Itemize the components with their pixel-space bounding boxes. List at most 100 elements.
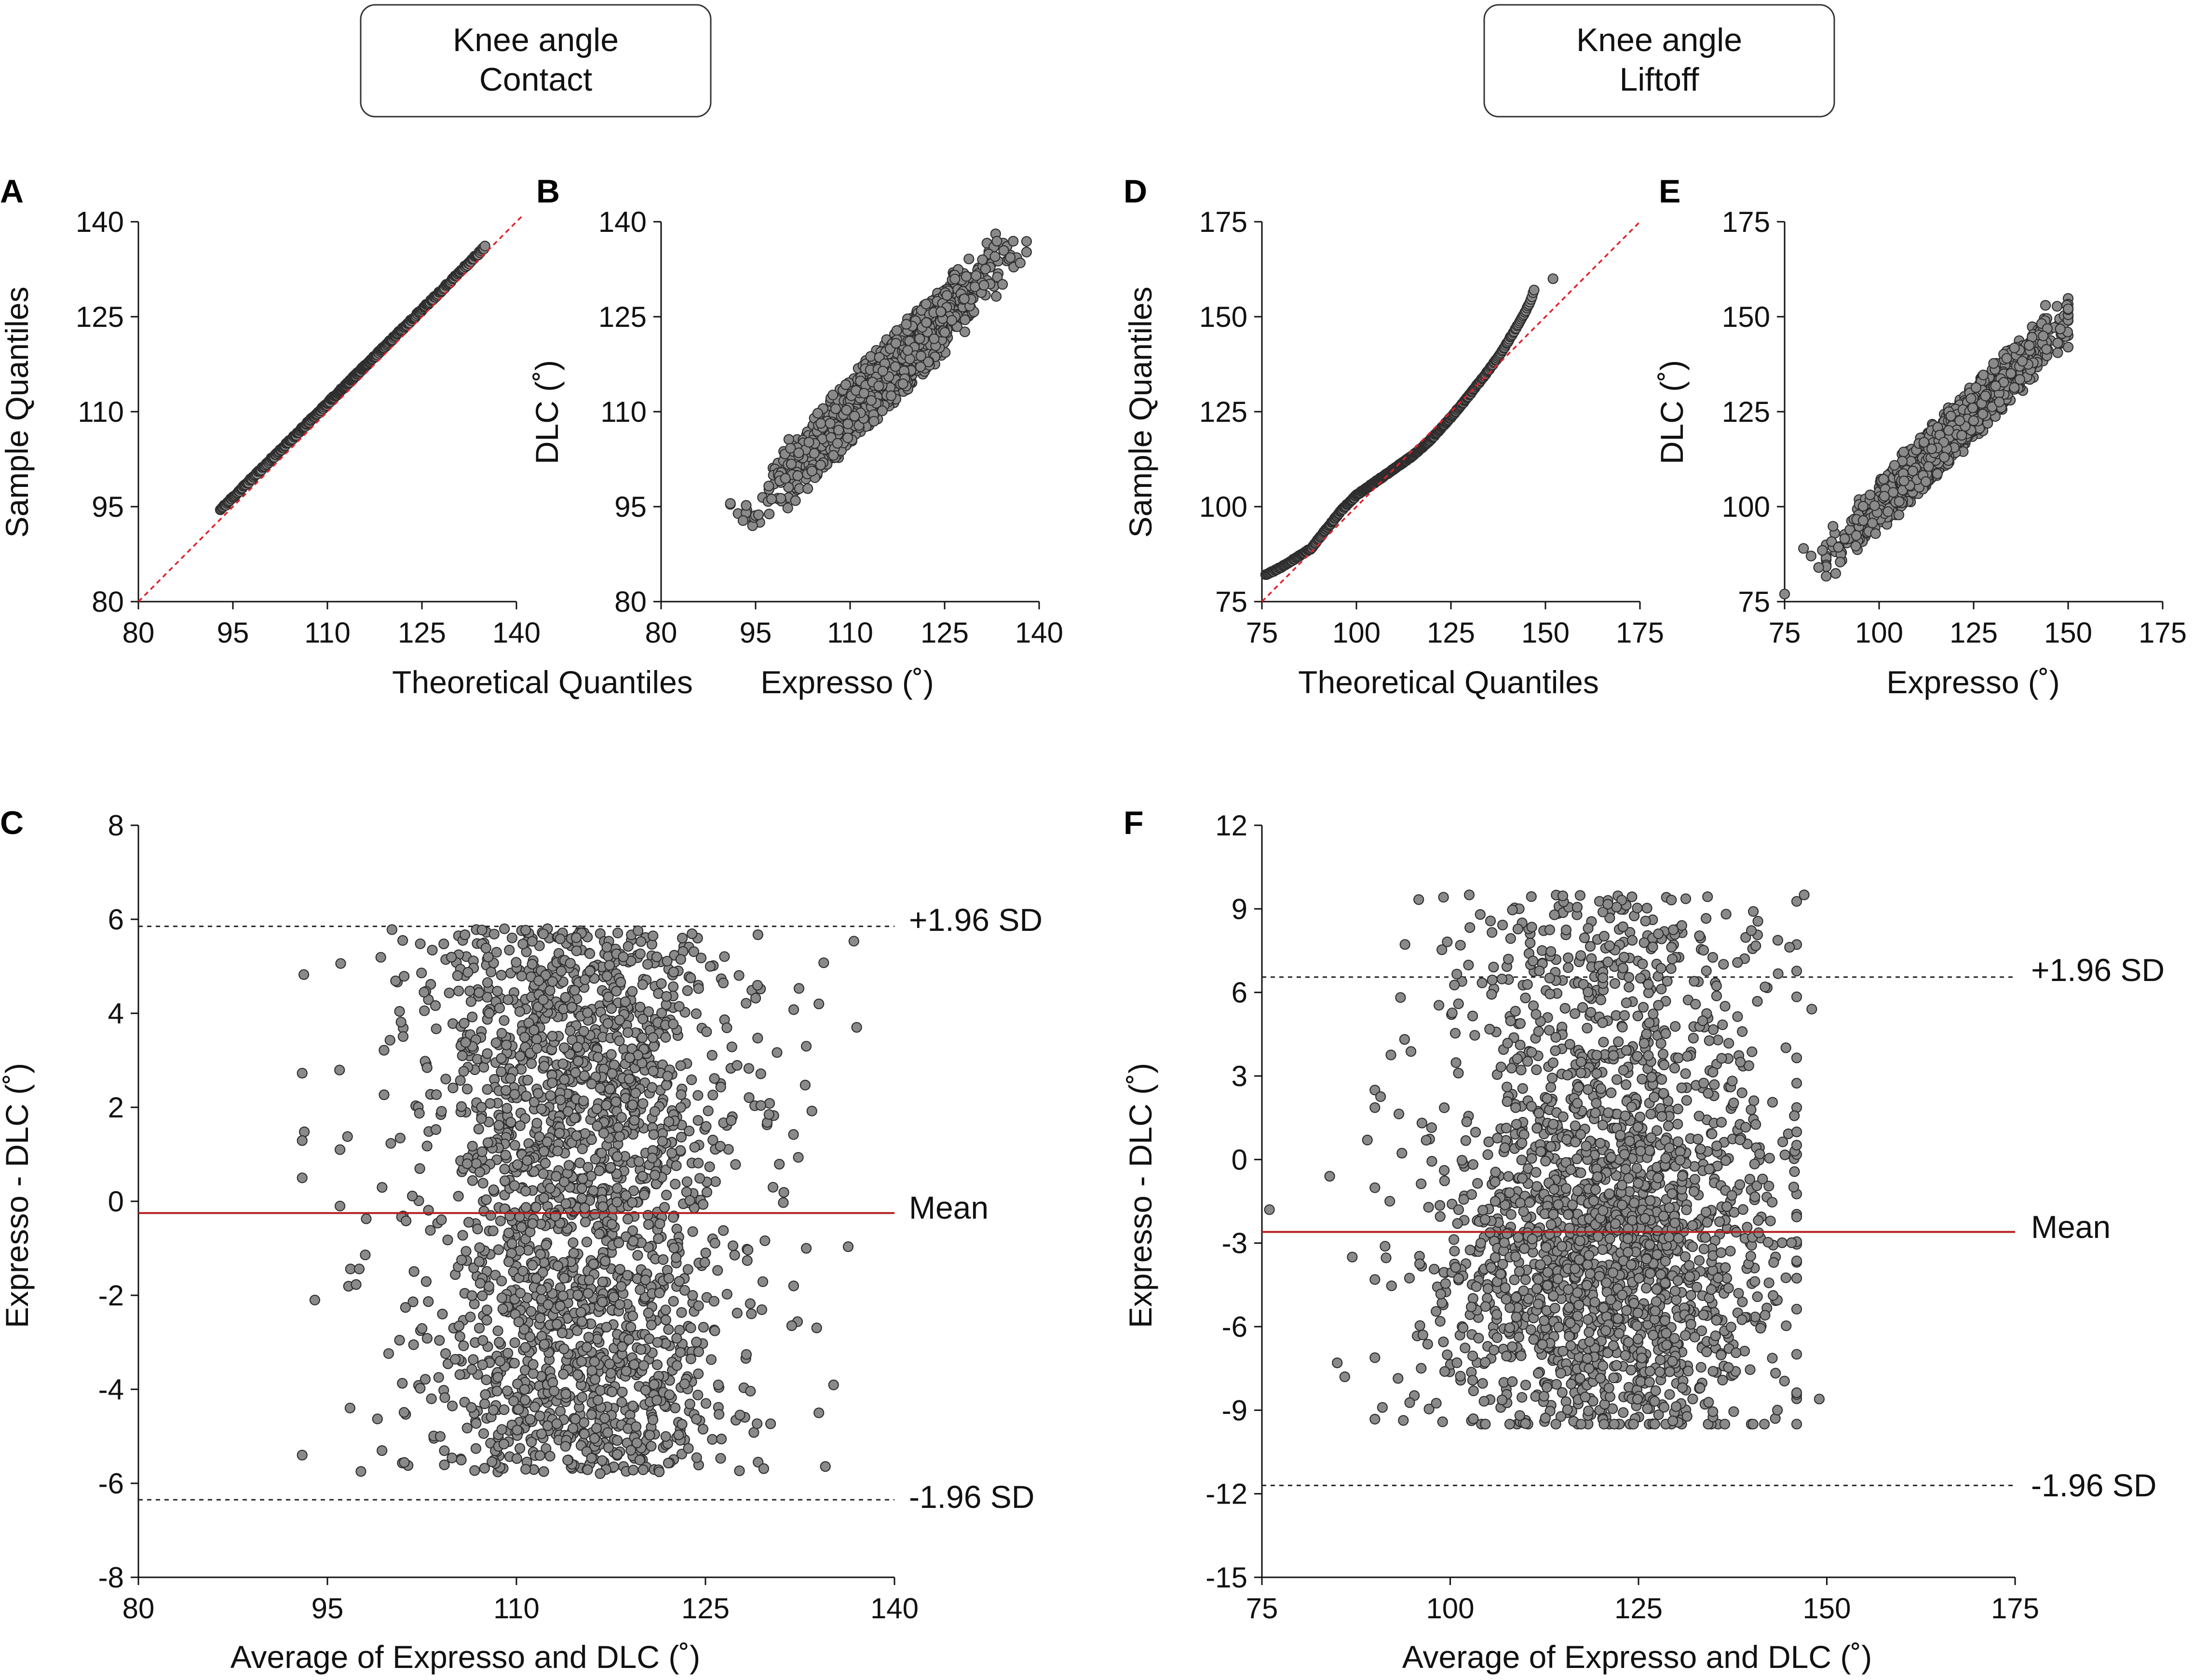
data-point — [501, 1040, 511, 1050]
data-point — [1530, 285, 1539, 295]
data-point — [623, 1028, 633, 1037]
data-point — [687, 929, 697, 939]
data-point — [522, 1156, 532, 1165]
data-point — [577, 1183, 587, 1193]
data-point — [529, 1025, 539, 1035]
data-point — [534, 976, 543, 985]
data-point — [495, 1003, 504, 1013]
data-point — [710, 1238, 720, 1248]
data-point — [744, 1063, 754, 1073]
data-point — [751, 994, 760, 1003]
data-point — [675, 1277, 684, 1286]
data-point — [664, 1458, 673, 1468]
data-point — [298, 1173, 307, 1183]
data-point — [719, 952, 729, 961]
data-point — [613, 1123, 623, 1132]
data-point — [510, 1181, 519, 1190]
data-point — [634, 1157, 644, 1167]
data-points-a — [216, 241, 490, 514]
data-point — [950, 274, 960, 284]
data-point — [687, 1075, 696, 1085]
data-point — [546, 1091, 555, 1101]
data-point — [668, 1019, 678, 1029]
data-point — [657, 979, 666, 988]
data-point — [604, 1443, 613, 1452]
data-point — [528, 1261, 537, 1270]
data-point — [539, 1467, 549, 1477]
x-tick-label-d: 175 — [1616, 617, 1664, 649]
data-point — [558, 1291, 568, 1301]
data-point — [482, 1316, 492, 1325]
data-point — [672, 1361, 682, 1371]
data-point — [627, 987, 637, 996]
data-point — [615, 1015, 624, 1025]
data-point — [458, 1231, 468, 1240]
data-point — [685, 1196, 695, 1205]
data-point — [504, 1228, 514, 1238]
data-point — [399, 1408, 409, 1417]
data-point — [407, 1191, 417, 1201]
data-point — [585, 966, 595, 976]
data-point — [577, 1194, 587, 1203]
data-point — [828, 390, 838, 400]
data-point — [428, 945, 437, 955]
data-point — [579, 1026, 589, 1036]
data-point — [513, 1425, 522, 1435]
data-point — [623, 1270, 632, 1280]
data-point — [471, 1419, 481, 1428]
data-point — [579, 1418, 589, 1427]
data-point — [698, 1200, 708, 1210]
data-point — [441, 1074, 450, 1084]
data-point — [409, 1340, 419, 1349]
data-point — [447, 953, 456, 962]
data-point — [578, 1144, 587, 1154]
data-point — [552, 1419, 562, 1428]
data-point — [515, 1007, 525, 1016]
data-point — [716, 1142, 725, 1151]
data-point — [902, 320, 911, 329]
data-point — [605, 960, 614, 970]
data-point — [683, 1264, 693, 1274]
data-point — [743, 1256, 752, 1265]
data-point — [726, 1116, 736, 1125]
data-point — [422, 1063, 432, 1073]
data-point — [648, 931, 658, 941]
data-point — [521, 1186, 530, 1196]
data-points-d — [1261, 274, 1558, 579]
data-point — [299, 1127, 309, 1137]
data-point — [556, 967, 566, 976]
data-point — [936, 307, 946, 317]
data-point — [676, 954, 686, 964]
data-point — [794, 983, 804, 993]
panel-label-b: B — [536, 173, 560, 210]
data-point — [757, 1305, 767, 1315]
data-point — [454, 1321, 464, 1331]
data-point — [886, 391, 896, 401]
data-point — [494, 1245, 503, 1254]
data-point — [478, 1178, 488, 1188]
data-point — [513, 1160, 522, 1169]
data-point — [447, 1453, 457, 1463]
data-point — [671, 1253, 681, 1263]
data-point — [462, 1423, 472, 1433]
data-point — [1022, 237, 1031, 246]
data-point — [346, 1264, 355, 1274]
data-point — [787, 1321, 797, 1331]
data-point — [561, 993, 570, 1002]
data-point — [463, 968, 473, 977]
data-point — [691, 1337, 701, 1347]
data-point — [718, 1226, 728, 1236]
data-point — [528, 1219, 537, 1228]
data-point — [398, 936, 407, 945]
data-point — [481, 1390, 490, 1399]
data-point — [493, 1372, 503, 1382]
data-point — [843, 433, 853, 443]
data-point — [422, 1333, 432, 1343]
data-point — [694, 1347, 704, 1357]
data-point — [577, 1357, 586, 1366]
y-tick-label-c: 0 — [108, 1185, 124, 1218]
data-point — [636, 1285, 645, 1294]
data-point — [979, 281, 989, 290]
y-tick-label-a: 125 — [76, 301, 124, 333]
